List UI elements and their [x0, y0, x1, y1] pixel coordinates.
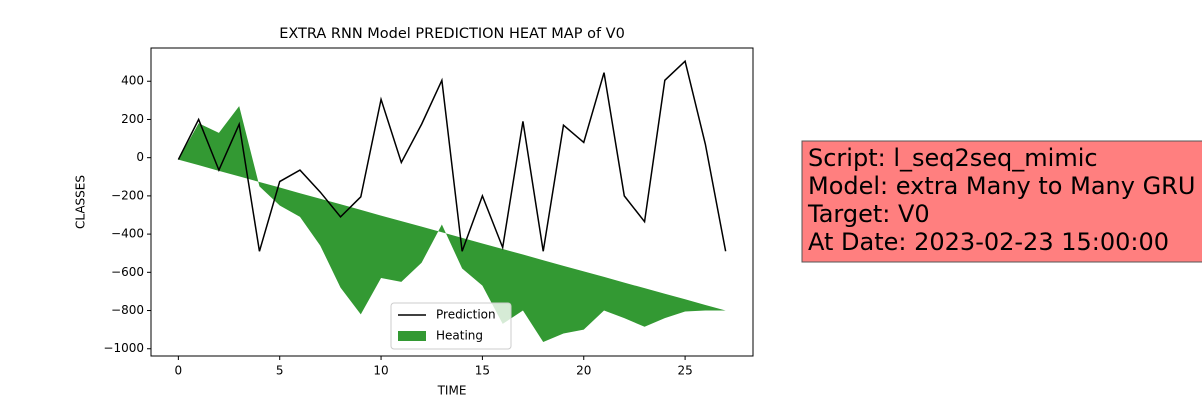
- annotation-line: Model: extra Many to Many GRU: [808, 172, 1195, 200]
- annotation-line: Target: V0: [807, 200, 930, 228]
- legend-label: Prediction: [436, 308, 496, 322]
- x-tick-label: 15: [475, 364, 490, 378]
- prediction-line: [177, 59, 727, 252]
- x-tick-label: 25: [677, 364, 692, 378]
- plot-frame: [150, 47, 754, 357]
- x-tick-label: 10: [373, 364, 388, 378]
- chart-title: EXTRA RNN Model PREDICTION HEAT MAP of V…: [279, 26, 625, 42]
- annotation-box: [801, 140, 1202, 263]
- annotation-line: At Date: 2023-02-23 15:00:00: [808, 228, 1169, 256]
- x-tick-label: 20: [576, 364, 591, 378]
- y-tick-label: −600: [111, 265, 144, 279]
- legend-swatch: [398, 331, 426, 341]
- y-tick-label: −1000: [103, 341, 144, 355]
- x-axis-label: TIME: [437, 384, 467, 398]
- x-tick-label: 0: [175, 364, 183, 378]
- y-tick-label: −800: [111, 303, 144, 317]
- y-tick-label: −200: [111, 188, 144, 202]
- legend-label: Heating: [436, 329, 483, 343]
- x-tick-label: 5: [276, 364, 284, 378]
- y-tick-label: −400: [111, 227, 144, 241]
- y-tick-label: 400: [121, 74, 144, 88]
- y-axis-label: CLASSES: [74, 175, 88, 229]
- heating-area: [178, 106, 726, 343]
- annotation-line: Script: l_seq2seq_mimic: [808, 144, 1098, 172]
- y-tick-label: 200: [121, 112, 144, 126]
- y-tick-label: 0: [136, 150, 144, 164]
